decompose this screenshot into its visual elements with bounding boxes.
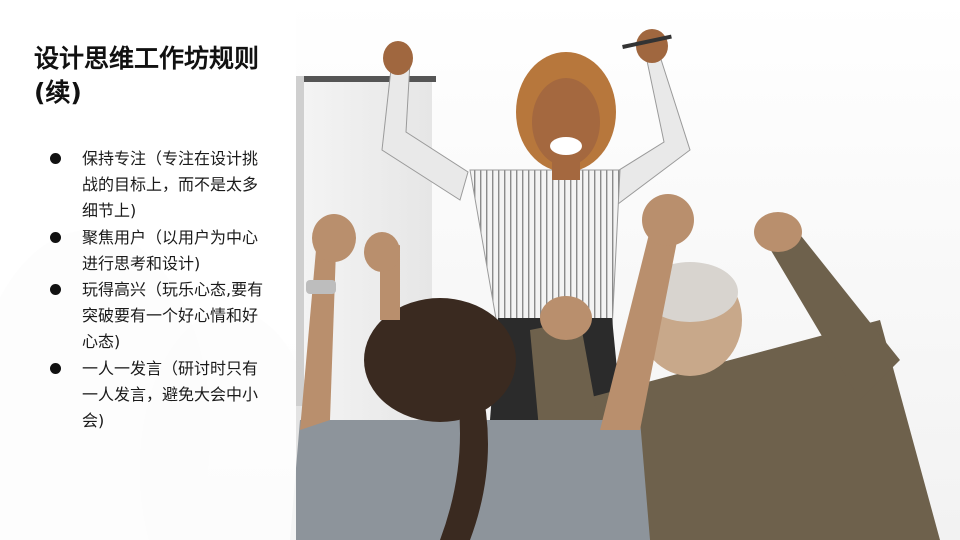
list-item-text: 保持专注（专注在设计挑战的目标上，而不是太多细节上) [82, 149, 259, 221]
list-item: 一人一发言（研讨时只有一人发言，避免大会中小会) [50, 356, 264, 435]
list-item-text: 一人一发言（研讨时只有一人发言，避免大会中小会) [82, 358, 259, 431]
text-panel: 设计思维工作坊规则(续) 保持专注（专注在设计挑战的目标上，而不是太多细节上) … [0, 0, 296, 540]
bullet-dot-icon [50, 231, 61, 243]
list-item: 聚焦用户（以用户为中心进行思考和设计) [50, 225, 264, 277]
bullet-dot-icon [50, 362, 61, 374]
list-item: 保持专注（专注在设计挑战的目标上，而不是太多细节上) [50, 146, 264, 225]
slide-title: 设计思维工作坊规则(续) [34, 44, 260, 107]
bullet-dot-icon [50, 284, 61, 296]
list-item-text: 玩得高兴（玩乐心态,要有突破要有一个好心情和好心态) [82, 280, 264, 352]
list-item: 玩得高兴（玩乐心态,要有突破要有一个好心情和好心态) [50, 277, 264, 356]
rules-list: 保持专注（专注在设计挑战的目标上，而不是太多细节上) 聚焦用户（以用户为中心进行… [50, 146, 264, 434]
bullet-dot-icon [50, 153, 61, 164]
list-item-text: 聚焦用户（以用户为中心进行思考和设计) [82, 227, 259, 273]
